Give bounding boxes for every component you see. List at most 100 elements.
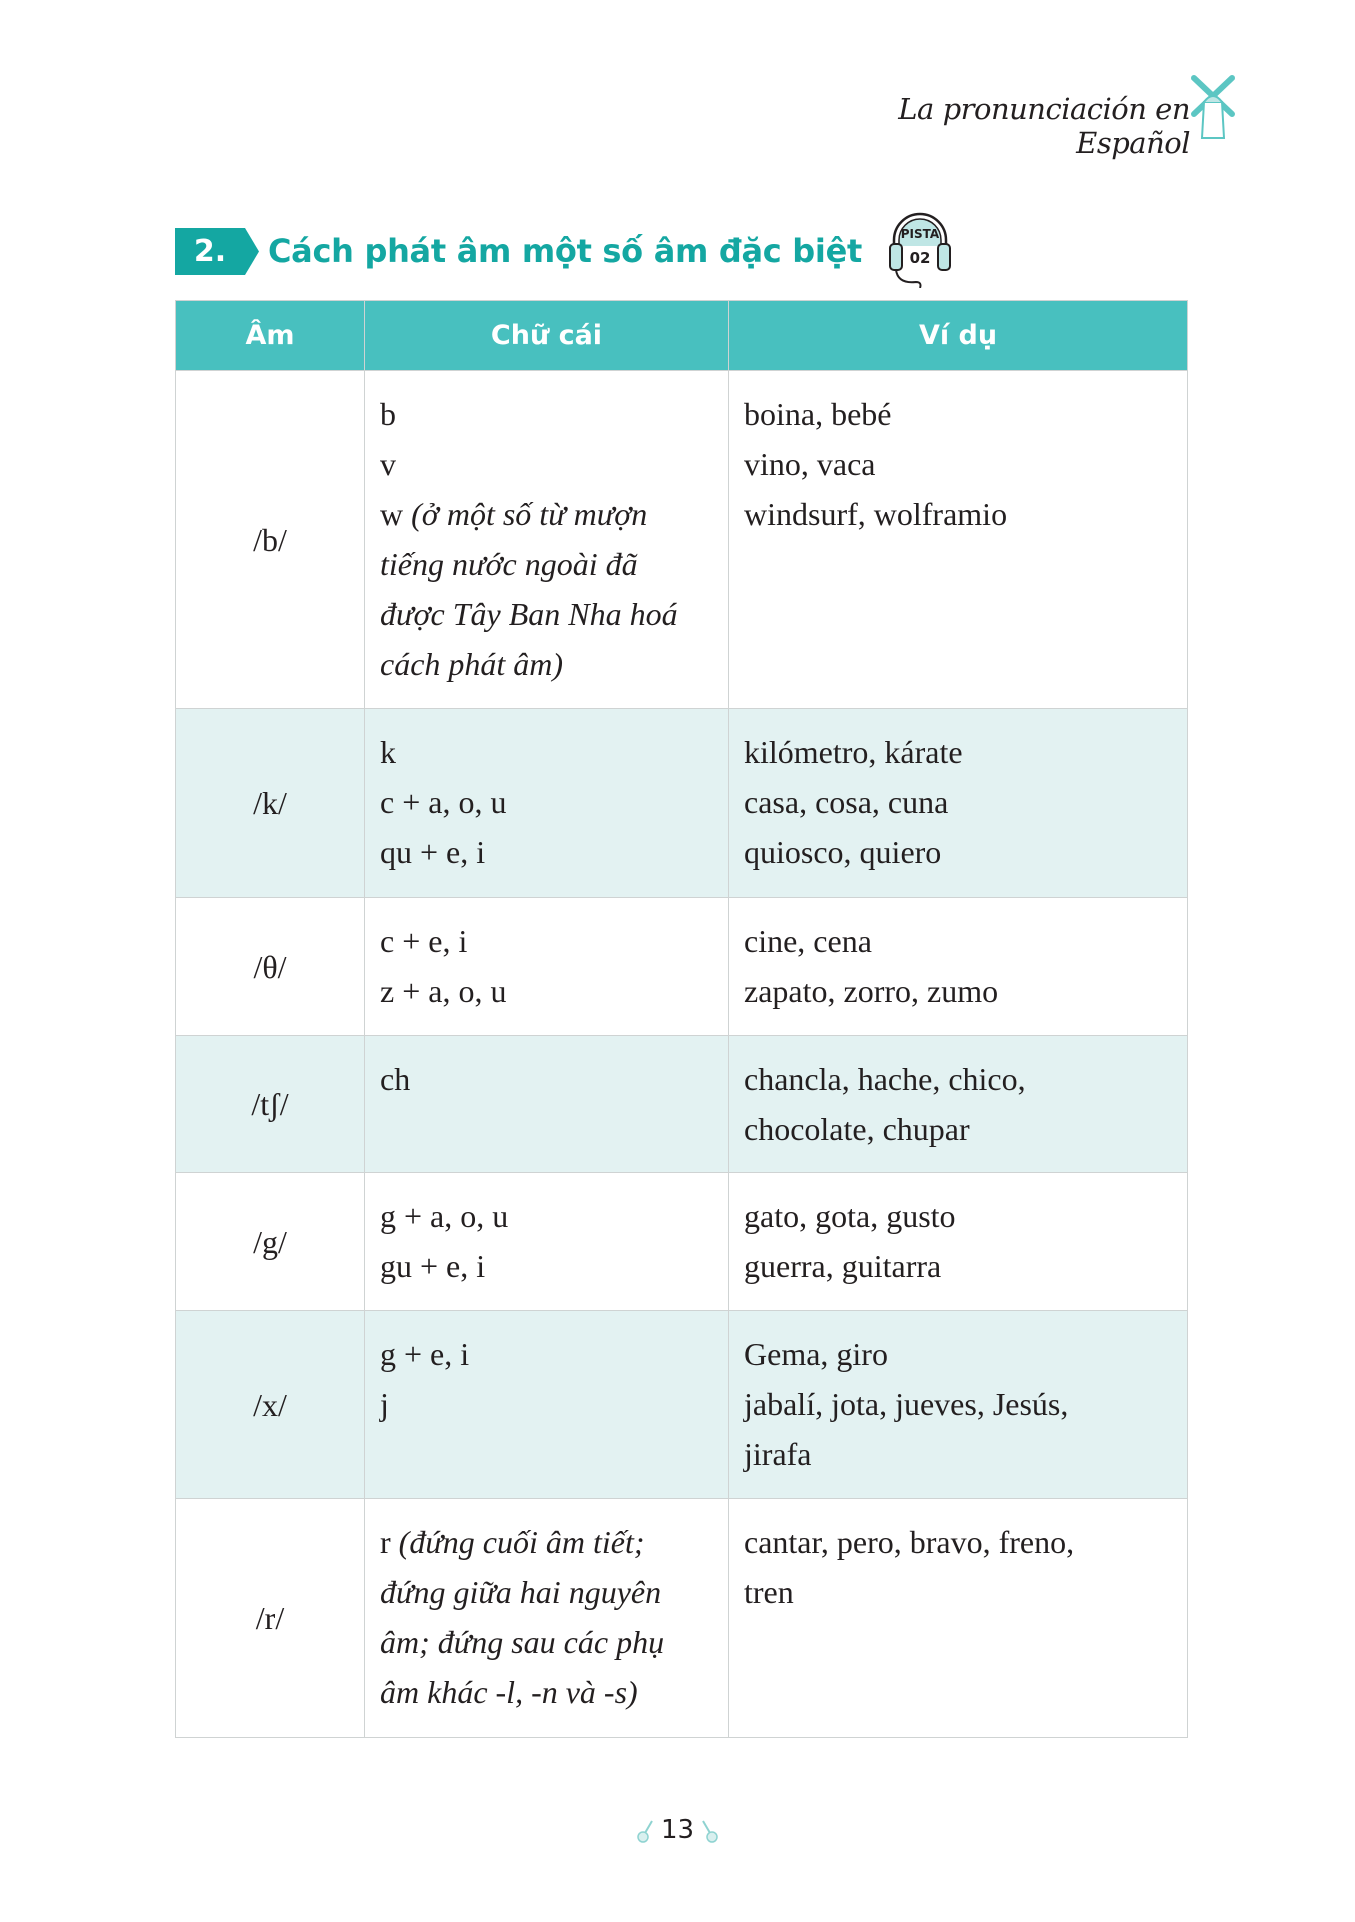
- table-row: /tʃ/ch chancla, hache, chico, chocolate, c…: [175, 1035, 1188, 1173]
- letters-text: j: [380, 1386, 389, 1422]
- example-line: gato, gota, gusto: [744, 1198, 956, 1234]
- letters-cell: k c + a, o, u qu + e, i: [364, 708, 729, 898]
- letters-text: k: [380, 734, 396, 770]
- letters-text: qu + e, i: [380, 834, 486, 870]
- column-header-examples: Ví dụ: [728, 300, 1188, 371]
- example-line: quiosco, quiero: [744, 834, 942, 870]
- table-header-row: Âm Chữ cái Ví dụ: [175, 300, 1188, 371]
- letters-line: đứng giữa hai nguyên: [380, 1567, 728, 1617]
- letters-line: k: [380, 727, 728, 777]
- running-title: La pronunciación en Español: [898, 92, 1190, 160]
- guitar-icon: [637, 1819, 653, 1843]
- letters-line: c + a, o, u: [380, 777, 728, 827]
- example-line: chocolate, chupar: [744, 1111, 970, 1147]
- examples-cell: kilómetro, kárate casa, cosa, cuna quiosco…: [728, 708, 1188, 898]
- examples-cell: cine, cena zapato, zorro, zumo: [728, 897, 1188, 1036]
- audio-badge-label: PISTA: [901, 227, 940, 241]
- example-line: cine, cena: [744, 923, 872, 959]
- table-row: /g/g + a, o, u gu + e, i gato, gota, gusto…: [175, 1172, 1188, 1311]
- examples-cell: gato, gota, gusto guerra, guitarra: [728, 1172, 1188, 1311]
- letters-text: gu + e, i: [380, 1248, 486, 1284]
- letters-cell: g + a, o, u gu + e, i: [364, 1172, 729, 1311]
- example-line: zapato, zorro, zumo: [744, 973, 999, 1009]
- column-header-letters: Chữ cái: [364, 300, 729, 371]
- windmill-icon: [1191, 75, 1235, 139]
- table-row: /r/r (đứng cuối âm tiết; đứng giữa hai ng…: [175, 1498, 1188, 1738]
- guitar-icon: [702, 1819, 718, 1843]
- letters-line: tiếng nước ngoài đã: [380, 539, 728, 589]
- letters-note: tiếng nước ngoài đã: [380, 546, 638, 582]
- example-line: jirafa: [744, 1436, 812, 1472]
- letters-line: c + e, i: [380, 916, 728, 966]
- sound-cell: /g/: [175, 1172, 365, 1311]
- letters-text: v: [380, 446, 396, 482]
- letters-line: ch: [380, 1054, 728, 1104]
- letters-text: z + a, o, u: [380, 973, 507, 1009]
- example-line: boina, bebé: [744, 396, 892, 432]
- sound-cell: /x/: [175, 1310, 365, 1499]
- letters-line: âm; đứng sau các phụ: [380, 1617, 728, 1667]
- example-line: tren: [744, 1574, 794, 1610]
- letters-line: g + e, i: [380, 1329, 728, 1379]
- examples-cell: boina, bebé vino, vaca windsurf, wolframio: [728, 370, 1188, 709]
- example-line: chancla, hache, chico,: [744, 1061, 1026, 1097]
- page-number: 13: [660, 1815, 695, 1845]
- letters-line: qu + e, i: [380, 827, 728, 877]
- letters-text: r: [380, 1524, 399, 1560]
- examples-cell: Gema, giro jabalí, jota, jueves, Jesús, ji…: [728, 1310, 1188, 1499]
- letters-text: b: [380, 396, 396, 432]
- section-number-badge: [175, 228, 259, 275]
- letters-note: cách phát âm): [380, 646, 564, 682]
- example-line: kilómetro, kárate: [744, 734, 963, 770]
- letters-cell: ch: [364, 1035, 729, 1173]
- letters-cell: r (đứng cuối âm tiết; đứng giữa hai nguyê…: [364, 1498, 729, 1738]
- letters-note: được Tây Ban Nha hoá: [380, 596, 678, 632]
- letters-note: âm; đứng sau các phụ: [380, 1624, 665, 1660]
- letters-line: g + a, o, u: [380, 1191, 728, 1241]
- sound-cell: /θ/: [175, 897, 365, 1036]
- example-line: guerra, guitarra: [744, 1248, 942, 1284]
- letters-text: g + a, o, u: [380, 1198, 509, 1234]
- audio-track-number: 02: [910, 249, 931, 267]
- sound-cell: /r/: [175, 1498, 365, 1738]
- table-row: /θ/c + e, i z + a, o, u cine, cena zapato, …: [175, 897, 1188, 1036]
- letters-text: c + e, i: [380, 923, 468, 959]
- letters-cell: c + e, i z + a, o, u: [364, 897, 729, 1036]
- example-line: cantar, pero, bravo, freno,: [744, 1524, 1075, 1560]
- letters-cell: g + e, i j: [364, 1310, 729, 1499]
- examples-cell: chancla, hache, chico, chocolate, chupar: [728, 1035, 1188, 1173]
- example-line: vino, vaca: [744, 446, 876, 482]
- letters-line: cách phát âm): [380, 639, 728, 689]
- letters-note: (đứng cuối âm tiết;: [398, 1524, 645, 1560]
- page-footer: 13: [0, 1815, 1355, 1845]
- letters-note: âm khác -l, -n và -s): [380, 1674, 638, 1710]
- letters-line: gu + e, i: [380, 1241, 728, 1291]
- pronunciation-table: Âm Chữ cái Ví dụ /b/b v w (ở một số từ mượ…: [175, 300, 1188, 1738]
- letters-note: đứng giữa hai nguyên: [380, 1574, 662, 1610]
- example-line: Gema, giro: [744, 1336, 888, 1372]
- table-row: /b/b v w (ở một số từ mượn tiếng nước ngoài…: [175, 370, 1188, 709]
- letters-line: b: [380, 389, 728, 439]
- letters-text: ch: [380, 1061, 411, 1097]
- table-body: /b/b v w (ở một số từ mượn tiếng nước ngoài…: [175, 370, 1188, 1738]
- example-line: casa, cosa, cuna: [744, 784, 949, 820]
- table-row: /x/g + e, i j Gema, giro jabalí, jota, juev…: [175, 1310, 1188, 1499]
- letters-text: w: [380, 496, 412, 532]
- letters-line: âm khác -l, -n và -s): [380, 1667, 728, 1717]
- sound-cell: /k/: [175, 708, 365, 898]
- sound-cell: /tʃ/: [175, 1035, 365, 1173]
- letters-text: g + e, i: [380, 1336, 470, 1372]
- letters-line: w (ở một số từ mượn: [380, 489, 728, 539]
- column-header-sound: Âm: [175, 300, 365, 371]
- sound-cell: /b/: [175, 370, 365, 709]
- headphones-icon[interactable]: PISTA 02: [884, 206, 956, 288]
- letters-line: r (đứng cuối âm tiết;: [380, 1517, 728, 1567]
- letters-line: j: [380, 1379, 728, 1429]
- section-title: Cách phát âm một số âm đặc biệt: [268, 232, 862, 270]
- example-line: windsurf, wolframio: [744, 496, 1008, 532]
- letters-line: z + a, o, u: [380, 966, 728, 1016]
- letters-text: c + a, o, u: [380, 784, 507, 820]
- examples-cell: cantar, pero, bravo, freno, tren: [728, 1498, 1188, 1738]
- letters-line: được Tây Ban Nha hoá: [380, 589, 728, 639]
